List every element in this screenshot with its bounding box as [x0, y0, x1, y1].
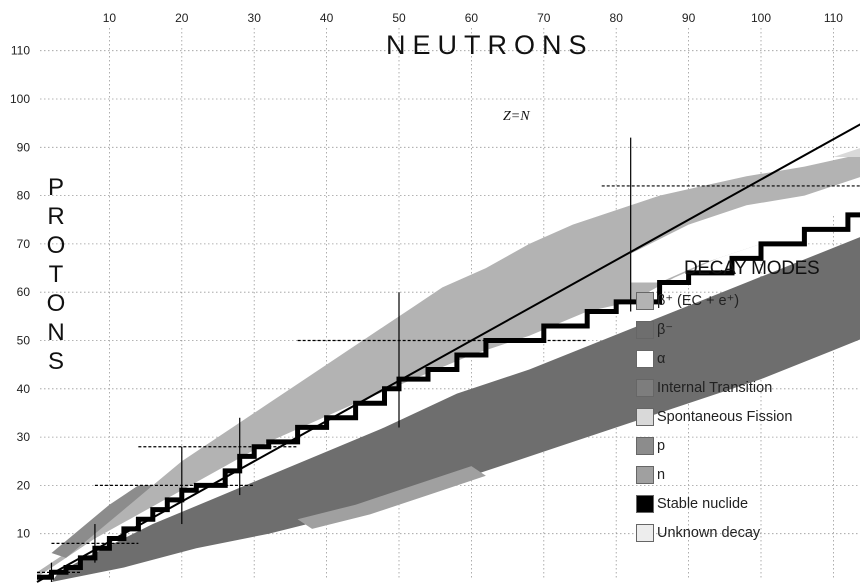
y-axis-letter: R — [47, 203, 64, 230]
zn-line-layer — [36, 123, 860, 583]
legend-swatch — [636, 494, 654, 513]
legend-item: Stable nuclide — [636, 489, 860, 518]
y-tick-label: 110 — [11, 44, 30, 58]
x-tick-label: 90 — [682, 11, 696, 25]
legend-label: α — [657, 350, 666, 367]
zn-annotation: Z=N — [503, 109, 530, 124]
legend-swatch — [636, 291, 654, 310]
y-tick-label: 60 — [17, 285, 31, 299]
decay-region — [833, 148, 860, 157]
y-tick-label: 80 — [17, 189, 31, 203]
decay-region — [630, 177, 860, 283]
y-axis-letter: O — [47, 232, 66, 259]
y-tick-label: 30 — [17, 430, 31, 444]
x-axis-title: NEUTRONS — [386, 30, 594, 60]
stable-nuclides — [37, 212, 860, 580]
legend-items: β⁺ (EC + e⁺) β⁻ α Internal Transition Sponta… — [636, 286, 860, 547]
legend-swatch — [636, 436, 654, 455]
axis-ticks: 1020304050607080901001101201301401501601… — [10, 11, 843, 541]
x-tick-label: 30 — [248, 11, 262, 25]
legend-item: α — [636, 344, 860, 373]
y-axis-letter: S — [48, 348, 64, 375]
stable-nuclide-line — [37, 212, 860, 580]
legend-swatch — [636, 407, 654, 426]
y-axis-letter: N — [47, 319, 64, 346]
y-axis-letter: T — [49, 261, 64, 288]
legend-label: Internal Transition — [657, 379, 773, 396]
x-tick-label: 10 — [103, 11, 117, 25]
x-tick-label: 40 — [320, 11, 334, 25]
x-tick-label: 80 — [610, 11, 624, 25]
legend-swatch — [636, 320, 654, 339]
legend-item: Internal Transition — [636, 373, 860, 402]
zn-line — [36, 123, 860, 583]
legend-item: β⁺ (EC + e⁺) — [636, 286, 860, 315]
legend-swatch — [636, 465, 654, 484]
y-tick-label: 100 — [10, 92, 30, 106]
legend-item: Unknown decay — [636, 518, 860, 547]
x-tick-label: 60 — [465, 11, 479, 25]
legend-item: Spontaneous Fission — [636, 402, 860, 431]
y-tick-label: 40 — [17, 382, 31, 396]
decay-region — [51, 237, 860, 582]
x-tick-label: 50 — [392, 11, 406, 25]
legend-label: p — [657, 437, 666, 454]
y-tick-label: 70 — [17, 237, 31, 251]
x-tick-label: 70 — [537, 11, 551, 25]
y-tick-label: 10 — [17, 527, 31, 541]
y-tick-label: 90 — [17, 140, 31, 154]
x-tick-label: 100 — [751, 11, 771, 25]
x-tick-label: 20 — [175, 11, 189, 25]
legend-swatch — [636, 378, 654, 397]
legend-label: Unknown decay — [657, 524, 761, 541]
legend-label: n — [657, 466, 666, 483]
legend-title: DECAY MODES — [684, 258, 820, 279]
legend-item: p — [636, 431, 860, 460]
legend-label: Stable nuclide — [657, 495, 749, 512]
y-axis-letter: P — [48, 174, 64, 201]
y-axis-letter: O — [47, 290, 66, 317]
y-tick-label: 50 — [17, 334, 31, 348]
legend-item: n — [636, 460, 860, 489]
y-tick-label: 20 — [17, 478, 31, 492]
decay-region — [297, 466, 486, 529]
legend-item: β⁻ — [636, 315, 860, 344]
decay-region — [51, 485, 153, 558]
legend: DECAY MODES β⁺ (EC + e⁺) β⁻ α Internal Tran… — [636, 258, 860, 547]
legend-label: Spontaneous Fission — [657, 408, 793, 425]
legend-label: β⁺ (EC + e⁺) — [657, 292, 740, 309]
legend-swatch — [636, 349, 654, 368]
x-tick-label: 110 — [824, 11, 843, 25]
decay-regions — [37, 148, 860, 582]
magic-number-lines — [37, 137, 860, 582]
legend-label: β⁻ — [657, 321, 673, 338]
legend-swatch — [636, 523, 654, 542]
